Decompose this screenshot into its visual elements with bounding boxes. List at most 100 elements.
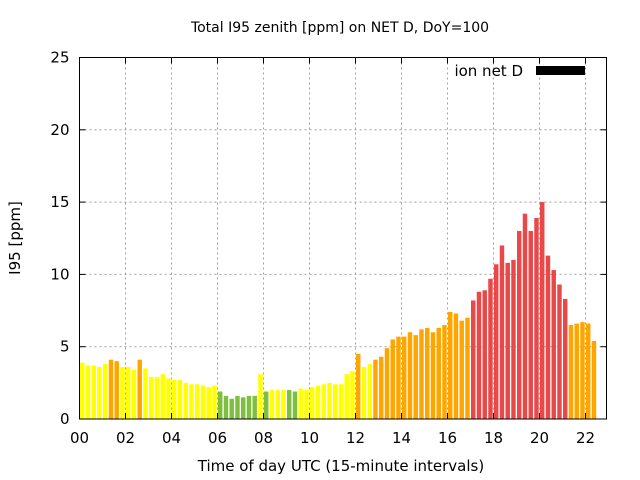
- bar: [338, 384, 344, 419]
- bar: [442, 325, 447, 419]
- bar: [315, 385, 321, 419]
- bar: [154, 377, 160, 419]
- bar: [505, 262, 510, 419]
- bar: [494, 264, 499, 419]
- bar: [390, 339, 395, 419]
- bar: [522, 213, 528, 419]
- bar: [499, 245, 505, 419]
- bar: [287, 390, 292, 419]
- y-tick-label: 20: [50, 121, 69, 139]
- bar: [511, 259, 516, 419]
- y-tick-label: 25: [50, 49, 69, 67]
- bar: [586, 323, 591, 419]
- legend-swatch: [536, 66, 585, 75]
- bar: [131, 369, 137, 419]
- bar: [264, 391, 269, 419]
- bar: [91, 365, 96, 419]
- x-tick-label: 06: [208, 429, 227, 447]
- plot-frame: [79, 57, 607, 420]
- bar: [459, 320, 464, 419]
- y-tick-label: 10: [50, 265, 69, 283]
- bar: [333, 384, 338, 419]
- bar: [85, 365, 91, 419]
- bar: [591, 340, 597, 419]
- bar: [177, 379, 183, 419]
- x-tick-label: 16: [438, 429, 457, 447]
- bar: [108, 359, 114, 419]
- bar: [310, 387, 315, 419]
- bar: [488, 278, 493, 419]
- bar: [344, 374, 349, 419]
- bar: [120, 366, 125, 419]
- bar: [246, 395, 252, 419]
- bar: [448, 311, 453, 419]
- legend-label: ion net D: [454, 62, 523, 80]
- bar: [580, 322, 585, 419]
- bar: [350, 371, 355, 419]
- x-tick-label: 20: [530, 429, 549, 447]
- bar: [465, 317, 470, 419]
- bar: [407, 332, 413, 419]
- bar: [563, 298, 568, 419]
- bar: [517, 231, 522, 419]
- bar: [545, 255, 551, 419]
- bar: [160, 374, 165, 419]
- bar: [436, 327, 441, 419]
- legend: ion net D: [454, 62, 585, 80]
- bar: [551, 270, 556, 419]
- bar: [327, 382, 332, 419]
- bar: [402, 336, 407, 419]
- bar: [80, 362, 85, 419]
- bar: [126, 366, 131, 419]
- bar: [206, 387, 211, 419]
- bar: [218, 391, 223, 419]
- bar: [114, 361, 119, 419]
- bar: [361, 366, 367, 419]
- bar: [189, 384, 194, 419]
- bar: [195, 384, 200, 419]
- bar: [212, 385, 217, 419]
- x-axis-label: Time of day UTC (15-minute intervals): [197, 457, 484, 475]
- bars: [80, 202, 597, 419]
- x-tick-label: 22: [576, 429, 595, 447]
- bar: [258, 374, 263, 419]
- bar: [568, 325, 574, 419]
- bar: [235, 395, 240, 419]
- bar: [430, 332, 436, 419]
- bar: [252, 395, 257, 419]
- bar: [534, 218, 539, 419]
- y-tick-label: 0: [60, 410, 70, 428]
- bar: [471, 300, 476, 419]
- y-axis-label: I95 [ppm]: [6, 201, 24, 275]
- bar: [143, 368, 148, 419]
- bar: [223, 395, 229, 419]
- x-tick-label: 18: [484, 429, 503, 447]
- bar: [183, 382, 188, 419]
- ticks: 0 5 10 15 20 25 00 02 04 06 08 10 12 14 16 18 20 22: [50, 49, 607, 447]
- chart-title: Total I95 zenith [ppm] on NET D, DoY=100: [190, 20, 489, 36]
- bar: [304, 390, 309, 419]
- bar: [269, 390, 275, 419]
- x-tick-label: 12: [346, 429, 365, 447]
- bar: [137, 359, 142, 419]
- bar: [540, 202, 545, 419]
- bar: [149, 377, 154, 419]
- bar: [384, 348, 390, 419]
- bar: [281, 390, 286, 419]
- bar: [528, 231, 533, 419]
- bar: [476, 291, 482, 419]
- bar: [356, 353, 361, 419]
- x-tick-label: 02: [116, 429, 135, 447]
- bar: [453, 313, 459, 419]
- x-tick-label: 08: [254, 429, 273, 447]
- bar: [367, 364, 372, 419]
- bar: [275, 390, 280, 419]
- bar: [200, 385, 206, 419]
- bar: [292, 391, 298, 419]
- bar: [373, 359, 378, 419]
- bar: [241, 397, 246, 419]
- x-tick-label: 10: [300, 429, 319, 447]
- bar: [557, 284, 562, 419]
- bar: [172, 379, 177, 419]
